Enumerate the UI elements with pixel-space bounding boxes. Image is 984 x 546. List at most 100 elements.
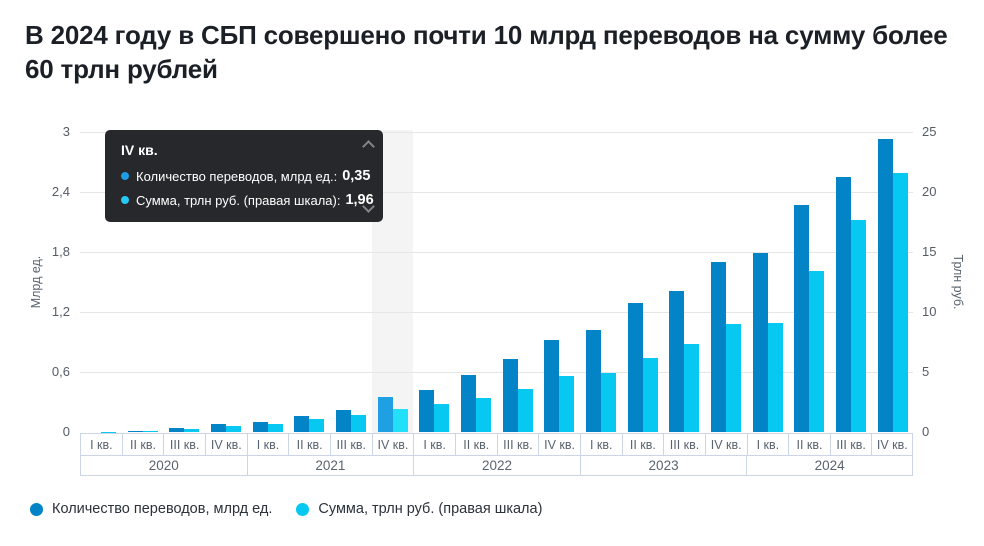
x-label-2020-IV: IV кв.	[204, 434, 247, 455]
left-axis-tick-label: 1,2	[51, 304, 70, 319]
tooltip-row-sum: Сумма, трлн руб. (правая шкала): 1,96	[121, 192, 374, 208]
x-label-2020-I: I кв.	[80, 434, 122, 455]
x-label-2023-II: II кв.	[621, 434, 664, 455]
bar-count-2021-II[interactable]	[294, 416, 310, 432]
x-label-2023-IV: IV кв.	[704, 434, 747, 455]
bar-count-2023-I[interactable]	[585, 330, 601, 432]
bar-sum-2022-I[interactable]	[434, 404, 450, 432]
right-axis-tick-label: 10	[922, 304, 937, 319]
x-label-2021-I: I кв.	[246, 434, 289, 455]
bar-sum-2023-I[interactable]	[600, 373, 616, 432]
count-series-dot-icon	[121, 172, 129, 180]
x-label-year-2023: 2023	[579, 456, 747, 475]
x-label-2024-I: I кв.	[746, 434, 789, 455]
bar-sum-2020-II[interactable]	[142, 430, 158, 432]
bar-count-2022-I[interactable]	[419, 390, 435, 432]
bar-count-2022-II[interactable]	[460, 375, 476, 432]
bar-count-2021-I[interactable]	[252, 422, 268, 432]
left-axis-tick-label: 3	[62, 124, 70, 139]
bar-sum-2021-I[interactable]	[267, 424, 283, 432]
page-title: В 2024 году в СБП совершено почти 10 млр…	[25, 20, 948, 84]
gridline	[80, 312, 914, 313]
right-axis-tick-label: 15	[922, 244, 937, 259]
x-label-year-2022: 2022	[413, 456, 580, 475]
x-label-2022-II: II кв.	[454, 434, 497, 455]
bar-sum-2024-IV[interactable]	[892, 172, 908, 432]
x-label-2023-I: I кв.	[579, 434, 622, 455]
bar-sum-2022-II[interactable]	[475, 397, 491, 432]
left-axis-tick-label: 0	[62, 424, 70, 439]
bar-sum-2021-III[interactable]	[350, 415, 366, 432]
left-axis-tick-label: 0,6	[51, 364, 70, 379]
bar-count-2023-IV[interactable]	[710, 262, 726, 432]
x-label-year-2021: 2021	[246, 456, 414, 475]
x-label-2024-III: III кв.	[829, 434, 872, 455]
x-axis-quarter-row: I кв. II кв. III кв. IV кв. I кв. II кв. III к…	[80, 433, 914, 455]
left-axis-tick-label: 1,8	[51, 244, 70, 259]
bar-count-2024-III[interactable]	[835, 177, 851, 432]
bar-count-2023-II[interactable]	[627, 303, 643, 432]
legend-label: Сумма, трлн руб. (правая шкала)	[318, 501, 543, 517]
bar-sum-2021-IV[interactable]	[392, 408, 408, 432]
x-axis-year-row: 2020 2021 2022 2023 2024	[80, 455, 913, 476]
legend-item-count[interactable]: Количество переводов, млрд ед.	[30, 501, 272, 517]
x-label-2022-I: I кв.	[413, 434, 455, 455]
x-label-2021-IV: IV кв.	[371, 434, 414, 455]
x-label-year-2024: 2024	[746, 456, 913, 475]
legend-label: Количество переводов, млрд ед.	[52, 501, 273, 517]
sum-legend-dot-icon	[296, 502, 310, 516]
tooltip-title: IV кв.	[121, 142, 158, 158]
bar-count-2024-II[interactable]	[794, 205, 810, 432]
x-axis: I кв. II кв. III кв. IV кв. I кв. II кв. III к…	[80, 433, 914, 476]
bar-sum-2023-IV[interactable]	[725, 324, 741, 432]
bar-count-2022-IV[interactable]	[544, 340, 560, 432]
bar-sum-2023-III[interactable]	[684, 344, 700, 432]
bar-sum-2020-III[interactable]	[184, 429, 200, 432]
x-label-2021-II: II кв.	[288, 434, 330, 455]
scroll-down-icon[interactable]	[363, 202, 373, 212]
x-label-2021-III: III кв.	[329, 434, 372, 455]
x-label-2020-III: III кв.	[163, 434, 205, 455]
tooltip-row-label: Сумма, трлн руб. (правая шкала):	[136, 192, 341, 208]
gridline	[80, 372, 914, 373]
right-axis-tick-label: 0	[922, 424, 930, 439]
tooltip-row-count: Количество переводов, млрд ед.: 0,35	[121, 168, 370, 184]
bar-sum-2022-IV[interactable]	[559, 375, 575, 432]
bar-sum-2020-IV[interactable]	[225, 426, 241, 432]
bar-sum-2024-II[interactable]	[809, 271, 825, 432]
bar-count-2020-II[interactable]	[127, 431, 143, 432]
chart-tooltip: IV кв. Количество переводов, млрд ед.: 0…	[105, 130, 383, 222]
bar-count-2020-IV[interactable]	[210, 424, 226, 432]
bar-count-2024-IV[interactable]	[877, 139, 893, 432]
bar-sum-2023-II[interactable]	[642, 357, 658, 432]
x-label-2022-III: III кв.	[496, 434, 539, 455]
bar-count-2021-IV[interactable]	[377, 397, 393, 432]
count-legend-dot-icon	[30, 502, 43, 516]
bar-count-2020-III[interactable]	[169, 428, 185, 432]
bar-sum-2024-I[interactable]	[767, 322, 783, 432]
tooltip-row-value: 0,35	[342, 168, 371, 184]
x-label-2022-IV: IV кв.	[538, 434, 580, 455]
x-label-year-2020: 2020	[80, 456, 247, 475]
gridline	[80, 252, 914, 253]
sum-series-dot-icon	[121, 196, 129, 204]
legend-item-sum[interactable]: Сумма, трлн руб. (правая шкала)	[296, 501, 542, 517]
bar-count-2022-III[interactable]	[502, 359, 518, 432]
left-axis-tick-label: 2,4	[51, 184, 70, 199]
chart-legend: Количество переводов, млрд ед. Сумма, тр…	[30, 501, 542, 517]
gridline	[80, 132, 914, 133]
x-label-2020-II: II кв.	[121, 434, 164, 455]
right-axis-tick-label: 5	[922, 364, 930, 379]
bar-sum-2024-III[interactable]	[850, 219, 866, 432]
bar-sum-2022-III[interactable]	[517, 388, 533, 432]
bar-count-2023-III[interactable]	[669, 291, 685, 432]
right-axis-tick-label: 25	[922, 124, 937, 139]
bar-count-2021-III[interactable]	[335, 410, 351, 432]
right-axis-tick-label: 20	[922, 184, 937, 199]
bar-sum-2021-II[interactable]	[309, 419, 325, 432]
scroll-up-icon[interactable]	[363, 140, 373, 150]
right-axis-title: Трлн руб.	[951, 254, 965, 310]
bar-count-2024-I[interactable]	[752, 253, 768, 432]
